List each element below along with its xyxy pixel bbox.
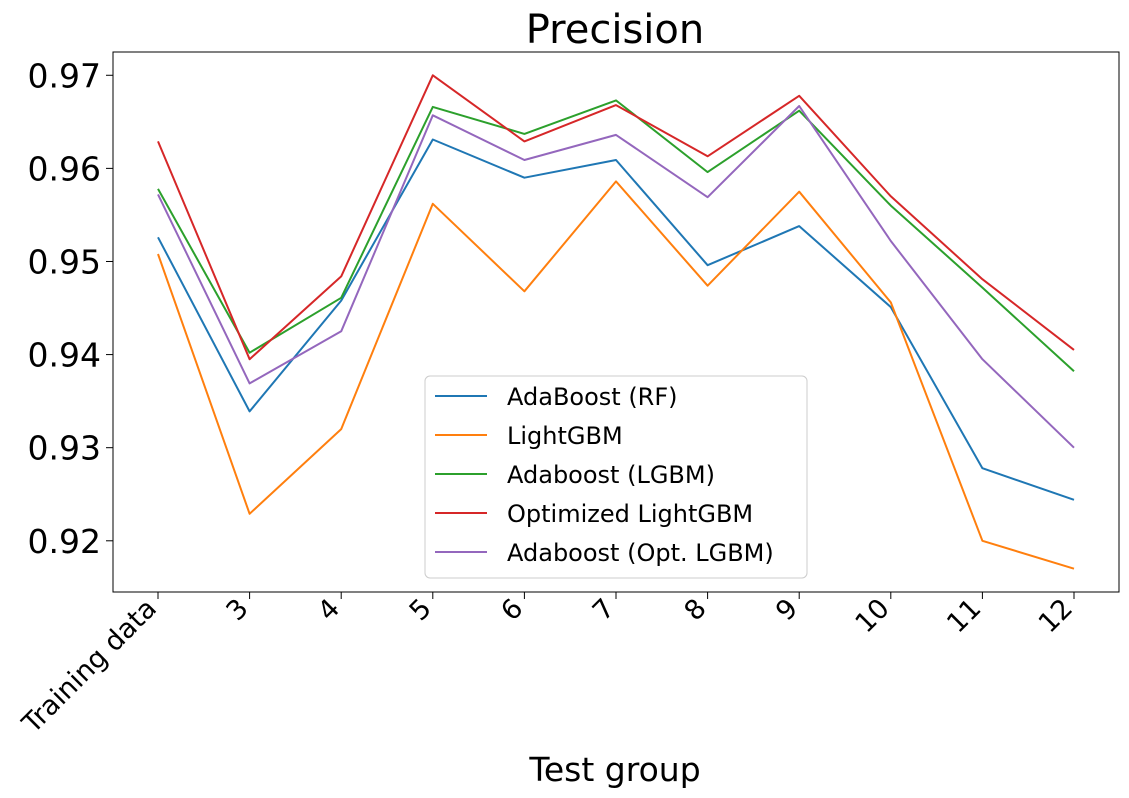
series-line <box>157 138 1075 501</box>
legend-label: Adaboost (LGBM) <box>507 461 715 489</box>
y-axis: 0.92 0.93 0.94 0.95 0.96 0.97 <box>28 56 113 561</box>
series-line <box>157 180 1075 570</box>
legend-box <box>424 375 808 579</box>
y-tick-label: 0.95 <box>28 242 101 281</box>
series-line <box>157 74 1075 361</box>
legend: AdaBoost (RF) LightGBM Adaboost (LGBM) Opti… <box>424 375 808 579</box>
y-tick-label: 0.94 <box>28 336 101 375</box>
legend-label: Optimized LightGBM <box>507 500 753 528</box>
x-tick-label: 10 <box>850 593 896 639</box>
y-tick-label: 0.92 <box>28 522 101 561</box>
y-tick-label: 0.97 <box>28 56 101 95</box>
legend-label: AdaBoost (RF) <box>507 383 678 411</box>
x-axis: Training data 3 4 5 6 7 8 9 10 11 12 <box>16 592 1079 740</box>
x-tick-label: 12 <box>1033 593 1079 639</box>
series-line <box>157 99 1075 373</box>
y-tick-label: 0.96 <box>28 149 101 188</box>
y-tick-label: 0.93 <box>28 429 101 468</box>
series-line <box>157 105 1075 449</box>
legend-label: Adaboost (Opt. LGBM) <box>507 539 774 567</box>
x-tick-label: 11 <box>941 593 987 639</box>
legend-label: LightGBM <box>507 422 623 450</box>
x-axis-label: Test group <box>528 750 700 789</box>
chart-title: Precision <box>526 7 704 53</box>
x-tick-label: Training data <box>16 593 163 740</box>
series-lines <box>157 74 1075 570</box>
